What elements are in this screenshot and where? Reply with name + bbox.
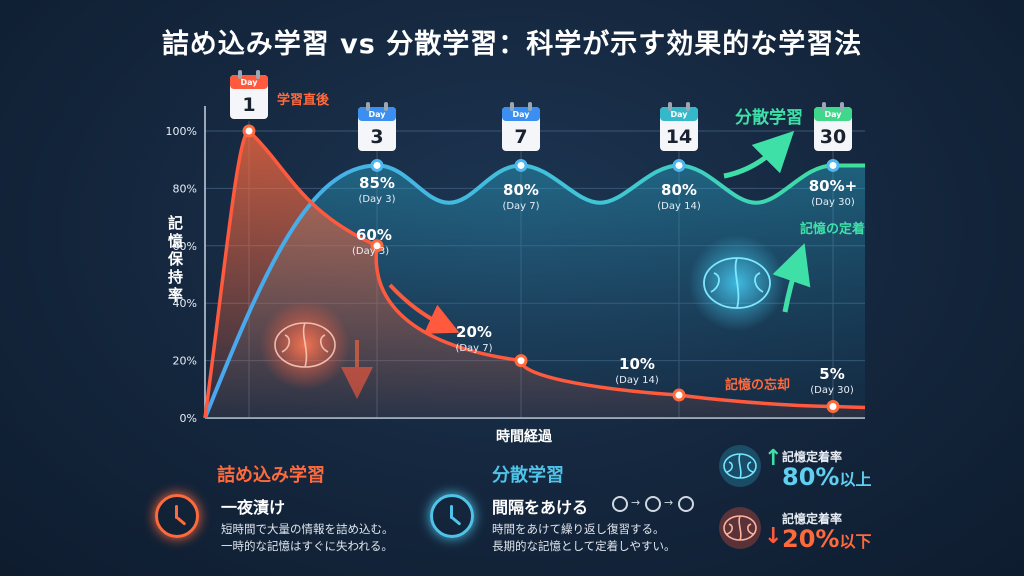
- red-day-label: (Day 14): [615, 375, 659, 386]
- spaced-series-line: [203, 163, 865, 419]
- y-tick-label: 40%: [173, 297, 197, 310]
- calendar-ring: [686, 102, 690, 111]
- calendar-ring: [822, 102, 826, 111]
- spaced-desc-2: 長期的な記憶として定着しやすい。: [492, 539, 676, 553]
- cram-subtitle: 一夜漬け: [221, 498, 286, 517]
- forgetting-label: 記憶の忘却: [725, 377, 790, 393]
- calendar-ring: [366, 102, 370, 111]
- red-day-label: (Day 7): [455, 343, 492, 354]
- blue-day-label: (Day 30): [811, 197, 855, 208]
- calendar-icon-day-7: Day 7: [502, 102, 540, 151]
- calendar-icon-day-14: Day 14: [660, 102, 698, 151]
- blue-day-label: (Day 3): [358, 194, 395, 205]
- brain-icon-high: [719, 445, 761, 487]
- stat-label-low: 記憶定着率: [782, 512, 843, 526]
- calendar-day-caption: Day: [512, 110, 530, 119]
- forget-brain-icon: [274, 322, 336, 368]
- calendar-ring: [668, 102, 672, 111]
- blue-day-label: (Day 14): [657, 201, 701, 212]
- blue-point-day-3: [370, 158, 384, 172]
- red-day-label: (Day 30): [810, 385, 854, 396]
- page-title: 詰め込み学習 vs 分散学習：科学が示す効果的な学習法: [161, 29, 863, 60]
- clock-icon: [155, 494, 199, 538]
- calendar-day-caption: Day: [240, 78, 258, 87]
- retain-up-arrow: [772, 243, 811, 313]
- calendar-ring: [256, 70, 260, 79]
- calendar-ring: [238, 70, 242, 79]
- retain-brain-icon: [703, 257, 771, 309]
- calendar-icon-day-1: Day 1: [230, 70, 268, 119]
- just-after-study-label: 学習直後: [277, 92, 330, 108]
- blue-point-day-30: [826, 158, 840, 172]
- up-arrow-icon: ↑: [764, 446, 783, 471]
- cram-desc-1: 短時間で大量の情報を詰め込む。: [221, 522, 394, 536]
- red-point-day-1: [242, 124, 256, 138]
- red-point-day-30: [826, 400, 840, 414]
- blue-day-label: (Day 7): [502, 201, 539, 212]
- calendar-day-number: 1: [242, 94, 255, 116]
- y-tick-label: 100%: [166, 125, 197, 138]
- calendar-icon-day-30: Day 30: [814, 102, 852, 151]
- calendar-day-number: 7: [514, 126, 527, 148]
- cram-title: 詰め込み学習: [217, 465, 325, 486]
- decline-arrow: [388, 283, 460, 334]
- small-clock-icon: [678, 496, 694, 512]
- spaced-desc-1: 時間をあけて繰り返し復習する。: [492, 522, 665, 536]
- red-value-label: 10%: [619, 355, 655, 373]
- brain-icon-low: [719, 507, 761, 549]
- blue-value-label: 80%: [661, 181, 697, 199]
- calendar-day-caption: Day: [670, 110, 688, 119]
- calendar-day-caption: Day: [368, 110, 386, 119]
- calendar-ring: [510, 102, 514, 111]
- spaced-subtitle: 間隔をあける: [492, 498, 589, 517]
- stat-label-high: 記憶定着率: [782, 450, 843, 464]
- calendar-icon-day-3: Day 3: [358, 102, 396, 151]
- y-axis-label: 記憶保持率: [167, 214, 184, 304]
- red-day-label: (Day 3): [352, 246, 389, 257]
- calendar-day-number: 30: [820, 126, 846, 148]
- red-value-label: 5%: [819, 365, 844, 383]
- calendar-day-number: 14: [666, 126, 692, 148]
- red-point-day-7: [514, 354, 528, 368]
- memory-fixed-label: 記憶の定着: [800, 221, 865, 237]
- y-tick-label: 80%: [173, 182, 197, 195]
- stat-value-low: 20%以下: [782, 525, 872, 553]
- cram-desc-2: 一時的な記憶はすぐに失われる。: [221, 539, 393, 553]
- blue-value-label: 85%: [359, 174, 395, 192]
- clock-icon: [430, 494, 474, 538]
- y-tick-label: 0%: [180, 412, 197, 425]
- blue-point-day-14: [672, 158, 686, 172]
- calendar-day-number: 3: [370, 126, 383, 148]
- arrow-right-icon: →: [631, 496, 641, 509]
- arrow-right-icon: →: [664, 496, 674, 509]
- blue-value-label: 80%: [503, 181, 539, 199]
- cram-area: [205, 131, 865, 418]
- y-tick-label: 20%: [173, 355, 197, 368]
- red-point-day-14: [672, 388, 686, 402]
- red-value-label: 60%: [356, 226, 392, 244]
- blue-point-day-7: [514, 158, 528, 172]
- calendar-ring: [528, 102, 532, 111]
- small-clock-icon: [645, 496, 661, 512]
- down-arrow-icon: ↓: [764, 524, 783, 549]
- spaced-title: 分散学習: [492, 465, 564, 486]
- small-clock-icon: [612, 496, 628, 512]
- red-value-label: 20%: [456, 323, 492, 341]
- spaced-series-label: 分散学習: [735, 107, 803, 128]
- blue-value-label: 80%+: [809, 177, 857, 195]
- x-axis-label: 時間経過: [496, 428, 553, 445]
- calendar-ring: [384, 102, 388, 111]
- stat-value-high: 80%以上: [782, 463, 872, 491]
- calendar-ring: [840, 102, 844, 111]
- y-tick-label: 60%: [173, 240, 197, 253]
- calendar-day-caption: Day: [824, 110, 842, 119]
- rise-arrow: [723, 130, 795, 179]
- red-point-day-3: [370, 239, 384, 253]
